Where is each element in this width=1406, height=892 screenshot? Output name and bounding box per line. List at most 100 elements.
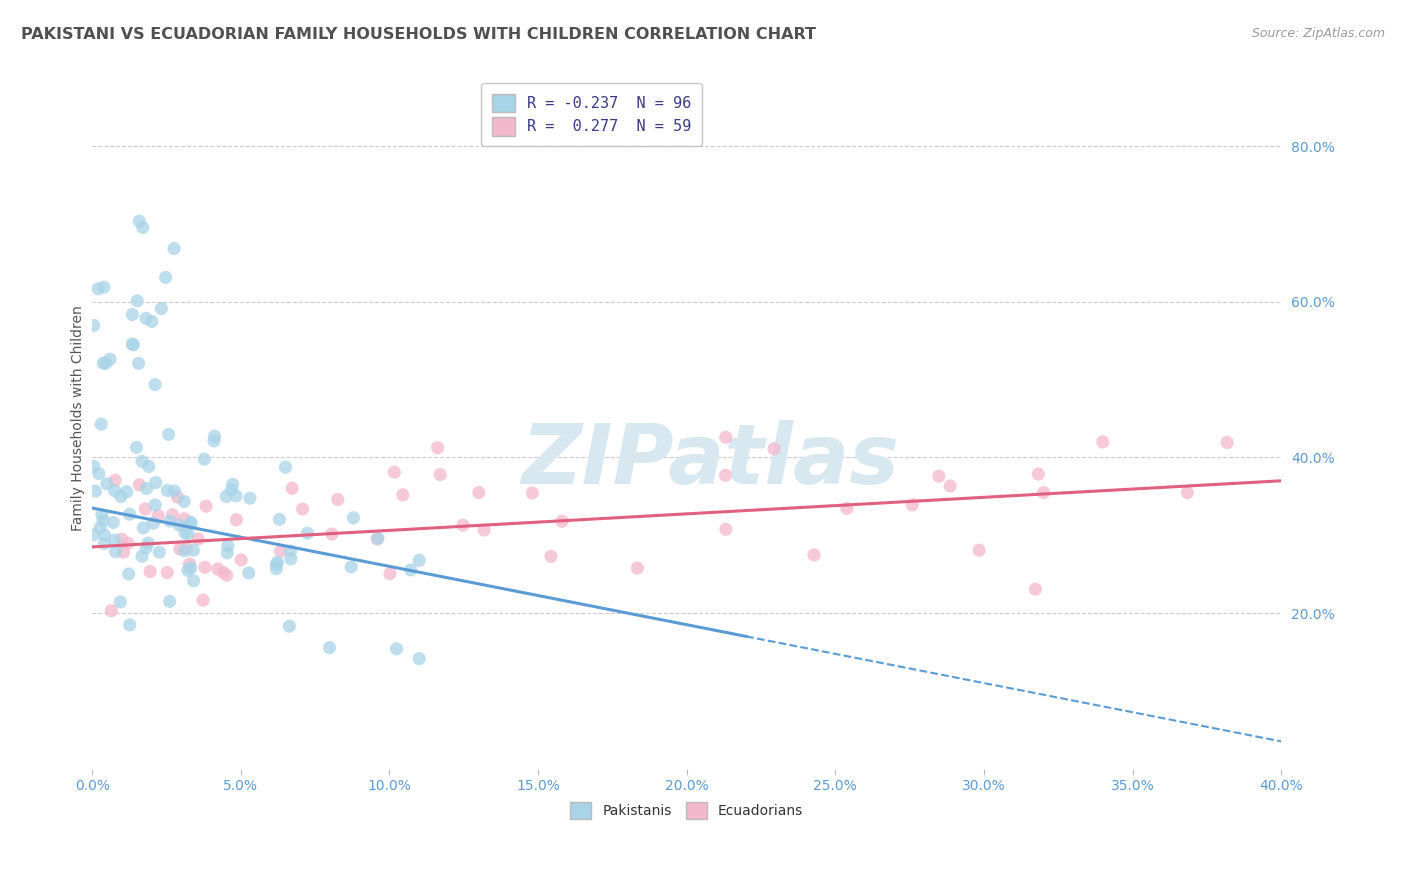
Legend: Pakistanis, Ecuadorians: Pakistanis, Ecuadorians bbox=[565, 797, 808, 825]
Point bbox=[148, 545, 170, 559]
Point bbox=[212, 566, 235, 580]
Point bbox=[225, 513, 247, 527]
Point bbox=[159, 594, 181, 608]
Point bbox=[93, 528, 115, 542]
Point bbox=[135, 482, 157, 496]
Point bbox=[87, 282, 110, 296]
Point bbox=[83, 318, 105, 333]
Point bbox=[217, 546, 239, 560]
Point bbox=[195, 499, 218, 513]
Point bbox=[134, 502, 156, 516]
Point bbox=[408, 651, 430, 665]
Point bbox=[128, 214, 150, 228]
Point bbox=[118, 618, 141, 632]
Point bbox=[173, 494, 195, 508]
Point bbox=[939, 479, 962, 493]
Point bbox=[143, 498, 166, 512]
Point bbox=[122, 338, 145, 352]
Point bbox=[204, 429, 226, 443]
Point bbox=[135, 541, 157, 555]
Point bbox=[714, 430, 737, 444]
Point bbox=[131, 549, 153, 564]
Point bbox=[551, 514, 574, 528]
Point bbox=[112, 545, 135, 559]
Point bbox=[225, 489, 247, 503]
Point bbox=[1177, 485, 1199, 500]
Point bbox=[180, 516, 202, 531]
Point bbox=[270, 544, 292, 558]
Point bbox=[714, 522, 737, 536]
Point bbox=[150, 301, 173, 316]
Point bbox=[278, 619, 301, 633]
Point bbox=[183, 543, 205, 558]
Point bbox=[91, 356, 114, 370]
Point bbox=[280, 544, 302, 558]
Point bbox=[451, 518, 474, 533]
Point bbox=[145, 475, 167, 490]
Point bbox=[1091, 434, 1114, 449]
Point bbox=[90, 508, 112, 522]
Point bbox=[177, 526, 200, 541]
Point bbox=[382, 465, 405, 479]
Point bbox=[901, 498, 924, 512]
Point bbox=[297, 526, 319, 541]
Point bbox=[385, 641, 408, 656]
Point bbox=[274, 460, 297, 475]
Point bbox=[110, 532, 132, 546]
Point bbox=[132, 521, 155, 535]
Text: Source: ZipAtlas.com: Source: ZipAtlas.com bbox=[1251, 27, 1385, 40]
Point bbox=[399, 563, 422, 577]
Point bbox=[1032, 485, 1054, 500]
Point bbox=[281, 481, 304, 495]
Point bbox=[104, 474, 127, 488]
Point bbox=[89, 521, 111, 535]
Point bbox=[93, 536, 115, 550]
Point bbox=[127, 293, 149, 308]
Point bbox=[155, 270, 177, 285]
Point bbox=[928, 469, 950, 483]
Point bbox=[763, 442, 786, 456]
Point bbox=[118, 508, 141, 522]
Point bbox=[110, 490, 132, 504]
Point bbox=[131, 454, 153, 468]
Point bbox=[221, 477, 243, 491]
Point bbox=[128, 478, 150, 492]
Point bbox=[366, 532, 388, 546]
Point bbox=[159, 514, 181, 528]
Point bbox=[221, 483, 243, 497]
Point bbox=[426, 441, 449, 455]
Point bbox=[84, 484, 107, 499]
Point bbox=[100, 604, 122, 618]
Point bbox=[231, 553, 253, 567]
Point bbox=[141, 314, 163, 328]
Point bbox=[194, 560, 217, 574]
Point bbox=[91, 514, 114, 528]
Point bbox=[115, 484, 138, 499]
Point bbox=[269, 512, 291, 526]
Point bbox=[143, 377, 166, 392]
Point bbox=[179, 557, 201, 571]
Point bbox=[103, 516, 125, 530]
Point bbox=[367, 531, 389, 545]
Point bbox=[803, 548, 825, 562]
Point bbox=[280, 552, 302, 566]
Point bbox=[146, 508, 169, 523]
Point bbox=[128, 356, 150, 370]
Point bbox=[1026, 467, 1049, 481]
Point bbox=[169, 541, 191, 556]
Point bbox=[472, 523, 495, 537]
Point bbox=[138, 459, 160, 474]
Point bbox=[626, 561, 648, 575]
Point bbox=[110, 595, 132, 609]
Point bbox=[104, 483, 127, 498]
Point bbox=[207, 562, 229, 576]
Point bbox=[187, 532, 209, 546]
Point bbox=[121, 337, 143, 351]
Point bbox=[215, 568, 238, 582]
Y-axis label: Family Households with Children: Family Households with Children bbox=[72, 306, 86, 532]
Point bbox=[121, 308, 143, 322]
Point bbox=[157, 427, 180, 442]
Point bbox=[468, 485, 491, 500]
Text: PAKISTANI VS ECUADORIAN FAMILY HOUSEHOLDS WITH CHILDREN CORRELATION CHART: PAKISTANI VS ECUADORIAN FAMILY HOUSEHOLD… bbox=[21, 27, 815, 42]
Point bbox=[163, 483, 186, 498]
